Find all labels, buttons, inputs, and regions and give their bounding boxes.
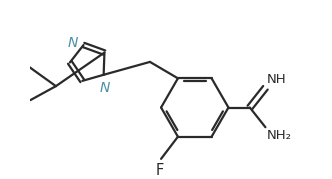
Text: NH₂: NH₂ [267, 129, 292, 142]
Text: NH: NH [267, 73, 287, 86]
Text: N: N [67, 35, 78, 50]
Text: F: F [155, 163, 164, 178]
Text: N: N [100, 81, 111, 95]
